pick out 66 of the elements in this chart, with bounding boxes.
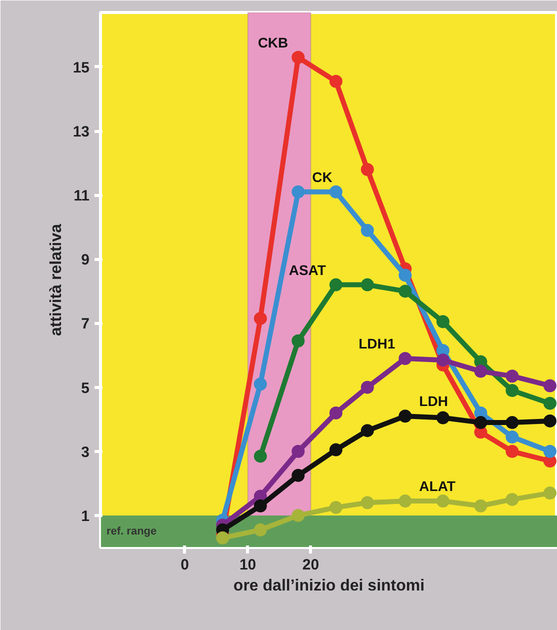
x-axis-title: ore dall’inizio dei sintomi [233, 578, 425, 594]
point [329, 500, 342, 514]
point [254, 450, 267, 463]
y-tick-label: 9 [81, 252, 90, 269]
point [360, 424, 374, 438]
point [543, 486, 556, 500]
point [506, 444, 519, 458]
point [292, 185, 305, 198]
point [292, 468, 305, 482]
point [292, 334, 305, 348]
point [506, 416, 519, 430]
y-tick-label: 11 [74, 188, 90, 205]
point [543, 396, 556, 410]
point [506, 384, 519, 398]
x-tick-label: 20 [302, 556, 320, 574]
point [398, 494, 412, 508]
point [398, 410, 412, 423]
point [329, 185, 342, 198]
series-label: CK [312, 168, 332, 185]
point [360, 278, 374, 292]
y-tick-label: 13 [72, 124, 90, 141]
point [436, 411, 450, 424]
point [398, 284, 412, 298]
point [360, 224, 374, 237]
y-axis-title: attività relativa [48, 224, 65, 336]
point [216, 531, 230, 544]
point [398, 352, 412, 365]
point [329, 406, 342, 420]
point [543, 379, 556, 392]
point [436, 354, 450, 367]
point [292, 444, 305, 458]
point [436, 494, 450, 508]
y-tick-label: 1 [81, 508, 90, 525]
point [360, 380, 374, 394]
point [360, 496, 374, 510]
point [474, 416, 488, 430]
series-label: LDH [419, 393, 448, 410]
point [329, 443, 342, 456]
y-tick-label: 15 [72, 59, 90, 76]
point [329, 278, 342, 292]
point [360, 162, 374, 176]
y-tick-label: 3 [81, 444, 90, 461]
point [254, 523, 267, 536]
point [436, 315, 450, 328]
series-label: ALAT [419, 478, 456, 494]
point [398, 268, 412, 282]
x-tick-label: 10 [239, 556, 256, 574]
x-tick-label: 0 [180, 556, 190, 574]
series-label: LDH1 [358, 335, 396, 352]
point [254, 499, 267, 512]
band-label: ref. range [106, 525, 157, 538]
series-label: CKB [258, 34, 288, 50]
point [506, 492, 519, 506]
point [474, 499, 488, 512]
point [292, 50, 305, 64]
point [254, 312, 267, 325]
y-tick-label: 7 [81, 316, 90, 333]
point [506, 430, 519, 444]
point [543, 414, 556, 428]
point [292, 508, 305, 522]
point [254, 378, 267, 391]
point [474, 364, 488, 378]
y-tick-label: 5 [81, 380, 90, 397]
point [329, 74, 342, 88]
point [506, 370, 519, 383]
point [543, 444, 556, 458]
